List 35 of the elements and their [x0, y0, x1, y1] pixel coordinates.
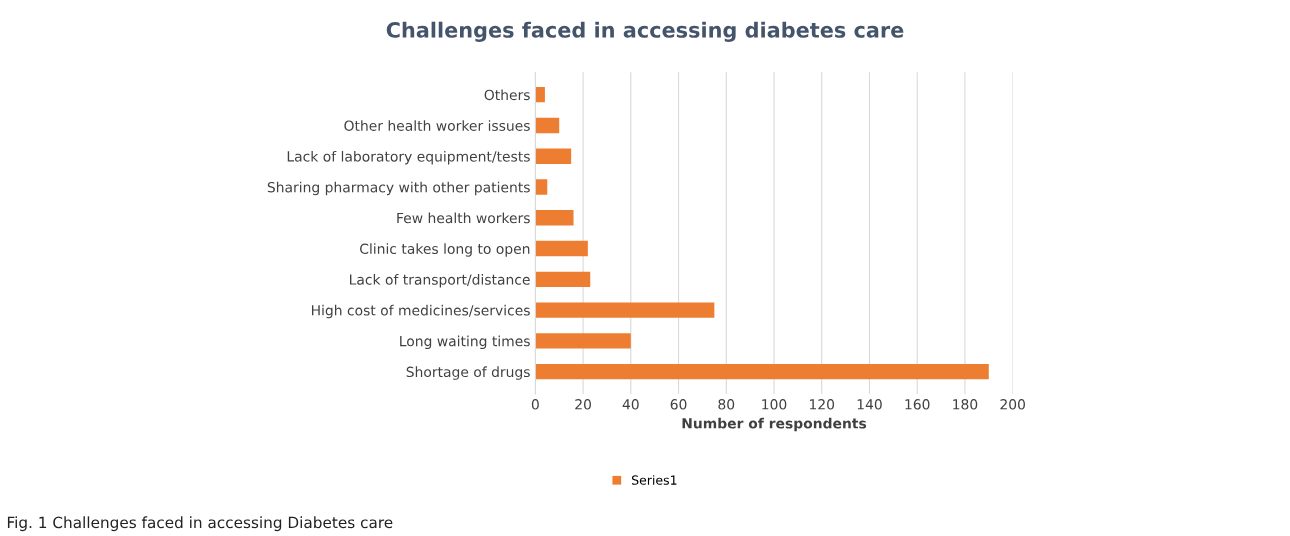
- y-tick-label: Shortage of drugs: [406, 366, 530, 380]
- bar: [535, 210, 574, 226]
- x-tick-label: 60: [670, 399, 687, 410]
- y-tick-label: Clinic takes long to open: [360, 243, 530, 257]
- chart-title: Challenges faced in accessing diabetes care: [386, 21, 904, 43]
- x-tick-label: 140: [857, 399, 882, 410]
- caption: Fig. 1 Challenges faced in accessing Diabetes care: [7, 516, 393, 532]
- bar: [535, 117, 560, 134]
- x-tick-label: 0: [531, 399, 539, 410]
- y-tick-label: Long waiting times: [400, 335, 530, 350]
- y-tick-label: Lack of laboratory equipment/tests: [287, 150, 530, 165]
- bar: [535, 271, 591, 288]
- x-tick-label: 160: [905, 399, 930, 410]
- bar: [535, 363, 989, 380]
- x-tick-label: 20: [575, 399, 591, 410]
- bar: [535, 302, 715, 318]
- y-tick-label: Few health workers: [397, 212, 530, 224]
- y-tick-label: Sharing pharmacy with other patients: [267, 181, 530, 196]
- y-tick-label: Other health worker issues: [344, 120, 530, 131]
- bar: [535, 179, 548, 195]
- y-tick-label: High cost of medicines/services: [311, 304, 530, 319]
- x-tick-label: 40: [622, 399, 639, 410]
- legend-label: Series1: [632, 475, 677, 485]
- bar: [535, 333, 631, 349]
- x-tick-label: 120: [810, 399, 835, 410]
- x-tick-label: 200: [1000, 399, 1025, 410]
- y-tick-label: Others: [484, 89, 530, 101]
- bar: [535, 240, 588, 257]
- y-tick-label: Lack of transport/distance: [350, 274, 530, 288]
- x-tick-label: 100: [762, 399, 787, 410]
- x-tick-label: 80: [718, 399, 735, 410]
- x-axis-title: Number of respondents: [682, 417, 867, 432]
- x-tick-label: 180: [953, 399, 978, 410]
- bar: [535, 86, 545, 103]
- bar: [535, 148, 572, 164]
